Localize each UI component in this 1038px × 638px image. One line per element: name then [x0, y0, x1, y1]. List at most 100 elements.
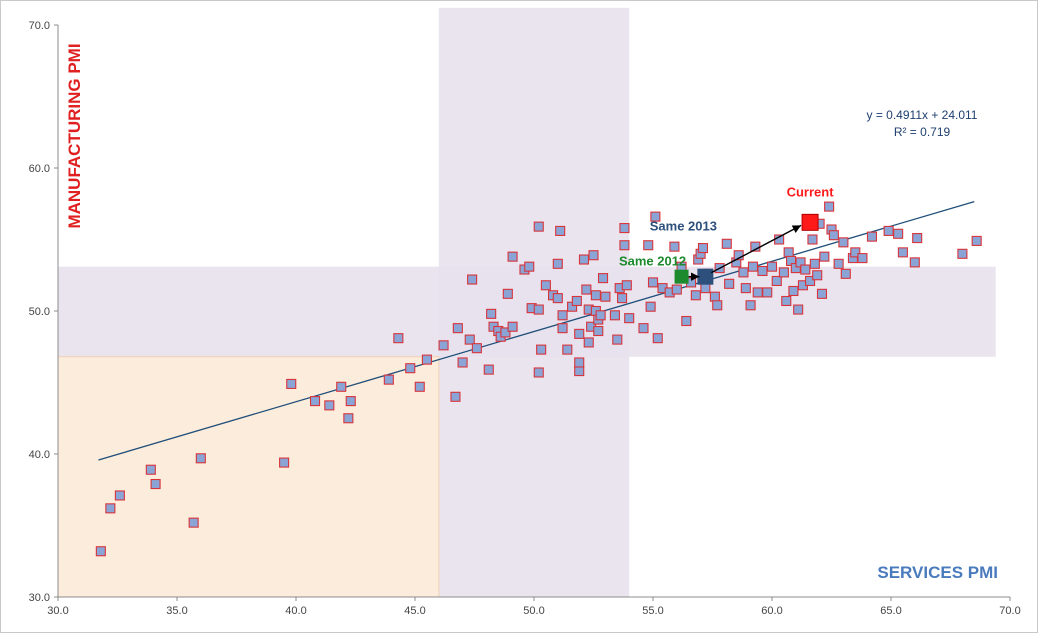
data-point	[805, 275, 816, 287]
data-point	[597, 273, 609, 284]
data-point	[405, 363, 416, 374]
data-point	[709, 291, 720, 302]
data-point	[866, 231, 878, 242]
regions-layer	[57, 7, 996, 598]
data-point	[833, 258, 844, 269]
data-point	[114, 490, 125, 501]
data-point	[540, 280, 551, 291]
data-point	[766, 261, 778, 272]
data-point	[452, 323, 463, 334]
x-tick-label: 35.0	[166, 605, 187, 617]
data-point	[593, 325, 604, 337]
data-point	[552, 258, 563, 269]
data-point	[617, 293, 628, 304]
data-point	[828, 230, 839, 241]
data-point	[778, 267, 789, 278]
data-point	[279, 457, 290, 468]
data-point	[336, 381, 347, 392]
data-point	[486, 308, 497, 319]
data-point	[574, 357, 585, 368]
data-point	[145, 464, 156, 475]
data-point	[647, 277, 659, 288]
data-point	[850, 247, 861, 258]
data-point	[502, 288, 513, 299]
y-tick-label: 50.0	[29, 306, 50, 318]
x-tick-label: 55.0	[642, 605, 663, 617]
data-point	[757, 265, 768, 277]
y-tick-label: 30.0	[29, 592, 50, 604]
data-point	[562, 344, 573, 355]
data-point	[574, 366, 585, 377]
data-point	[809, 258, 820, 269]
data-point	[652, 333, 663, 344]
data-point	[383, 374, 394, 385]
trendline	[98, 200, 975, 461]
data-point	[781, 295, 792, 307]
y-tick-label: 40.0	[29, 449, 50, 461]
highlight-label-same-2012: Same 2012	[619, 254, 686, 269]
data-point	[643, 240, 654, 251]
data-point	[507, 321, 518, 332]
data-point	[838, 237, 849, 248]
data-point	[557, 323, 568, 334]
data-point	[195, 453, 206, 464]
data-point	[883, 225, 894, 236]
data-point	[645, 301, 656, 312]
data-point	[840, 268, 851, 279]
data-point	[609, 310, 620, 321]
data-point	[793, 304, 804, 315]
data-point	[345, 396, 356, 407]
data-point	[912, 233, 923, 244]
data-point	[745, 300, 756, 311]
data-point	[588, 250, 599, 261]
y-tick-label: 70.0	[29, 20, 50, 32]
x-tick-label: 45.0	[404, 605, 425, 617]
data-point	[150, 478, 161, 490]
data-point	[681, 315, 692, 327]
y-axis-title: MANUFACTURING PMI	[65, 43, 84, 228]
data-point	[816, 288, 828, 299]
data-point	[724, 278, 735, 289]
data-point	[533, 304, 544, 315]
highlight-marker-same-2012	[674, 269, 689, 284]
points-layer	[95, 201, 982, 557]
data-point	[555, 225, 566, 236]
data-point	[957, 248, 968, 259]
data-point	[807, 234, 818, 245]
data-point	[574, 328, 585, 339]
data-point	[650, 211, 661, 222]
data-point	[621, 280, 632, 291]
data-point	[188, 517, 199, 528]
data-point	[824, 201, 835, 212]
data-point	[500, 327, 511, 338]
data-point	[671, 284, 682, 295]
data-point	[669, 241, 680, 252]
x-tick-label: 70.0	[999, 605, 1020, 617]
trend-r-squared: R² = 0.719	[894, 125, 951, 139]
data-point	[971, 235, 982, 246]
x-tick-label: 30.0	[47, 605, 68, 617]
data-point	[740, 283, 751, 294]
data-point	[697, 243, 709, 254]
data-point	[578, 254, 590, 265]
data-point	[812, 270, 823, 281]
data-point	[343, 413, 354, 424]
highlight-label-current: Current	[787, 184, 835, 199]
data-point	[583, 337, 594, 348]
data-point	[788, 285, 799, 297]
data-point	[557, 310, 568, 321]
data-point	[533, 221, 544, 232]
data-point	[581, 284, 592, 295]
data-point	[483, 364, 494, 375]
data-point	[524, 261, 535, 272]
data-point	[471, 343, 482, 354]
data-point	[600, 291, 611, 302]
data-point	[414, 381, 425, 392]
highlight-label-same-2013: Same 2013	[650, 219, 717, 234]
x-tick-label: 40.0	[285, 605, 306, 617]
data-point	[590, 290, 601, 301]
data-point	[612, 334, 623, 345]
data-point	[752, 287, 763, 298]
data-point	[893, 228, 904, 239]
